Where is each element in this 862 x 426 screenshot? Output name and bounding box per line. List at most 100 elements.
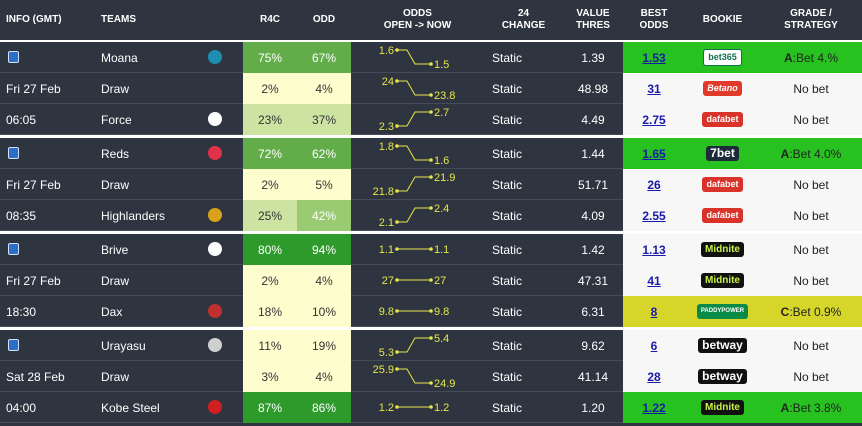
odds-now: 1.1 [434, 244, 449, 256]
team-name: Draw [101, 81, 130, 96]
odd-cell: 37% [297, 104, 351, 135]
sparkline-dot [395, 144, 399, 148]
change-cell: Static [492, 273, 523, 288]
odds-sparkline: 9.8 9.8 [379, 306, 450, 318]
best-odds-cell: 31 [623, 73, 685, 104]
odds-sparkline: 2.1 2.4 [379, 203, 450, 229]
change-cell: Static [492, 304, 523, 319]
value-cell: 48.98 [577, 81, 609, 96]
team-logo [208, 400, 222, 414]
best-odds-link[interactable]: 41 [647, 273, 661, 288]
bookie-logo: Midnite [701, 400, 744, 415]
bookie-logo: Midnite [701, 242, 744, 257]
odds-open: 24 [382, 76, 394, 88]
change-cell: Static [492, 208, 523, 223]
team-name: Brive [101, 242, 129, 257]
odds-open: 2.1 [379, 217, 394, 229]
grade-text: :Bet 3.8% [789, 400, 842, 415]
grade-text: :Bet 4.0% [789, 146, 842, 161]
odds-sparkline: 25.9 24.9 [373, 364, 456, 390]
bookie-cell: betway [685, 361, 760, 392]
odds-open: 2.3 [379, 121, 394, 133]
odd-cell: 42% [297, 200, 351, 231]
odds-sparkline: 24 23.8 [382, 76, 456, 102]
row [0, 265, 862, 296]
team-name: Draw [101, 369, 130, 384]
sparkline-dot [395, 79, 399, 83]
team-name: Kobe Steel [101, 400, 160, 415]
best-odds-cell: 41 [623, 265, 685, 296]
bookie-logo: Betano [703, 81, 742, 96]
group-divider [0, 231, 862, 234]
odds-open: 21.8 [373, 186, 394, 198]
best-odds-link[interactable]: 2.55 [642, 208, 666, 223]
odd-cell: 94% [297, 234, 351, 265]
team-logo [208, 50, 222, 64]
bookie-logo: Midnite [701, 273, 744, 288]
best-odds-link[interactable]: 31 [647, 81, 661, 96]
odd-cell: 67% [297, 42, 351, 73]
row [0, 330, 862, 361]
bookie-cell: dafabet [685, 169, 760, 200]
r4c-cell: 18% [243, 296, 297, 327]
best-odds-link[interactable]: 1.13 [642, 242, 666, 257]
value-cell: 6.31 [581, 304, 605, 319]
column-header: INFO (GMT) [6, 14, 62, 25]
grade-cell: No bet [760, 234, 862, 265]
odds-sparkline: 5.3 5.4 [379, 333, 450, 359]
bookie-logo: bet365 [703, 49, 742, 66]
group-divider [0, 327, 862, 330]
odds-open: 5.3 [379, 347, 394, 359]
r4c-cell: 2% [243, 169, 297, 200]
odd-cell: 62% [297, 138, 351, 169]
best-odds-cell: 1.65 [623, 138, 685, 169]
team-logo [208, 112, 222, 126]
odd-cell: 4% [297, 265, 351, 296]
value-cell: 1.44 [581, 146, 605, 161]
grade-text: No bet [793, 81, 829, 96]
row [0, 234, 862, 265]
grade-cell: No bet [760, 104, 862, 135]
grade-letter: A [780, 146, 790, 161]
change-cell: Static [492, 242, 523, 257]
best-odds-link[interactable]: 1.53 [642, 50, 666, 65]
best-odds-link[interactable]: 8 [650, 304, 658, 319]
match-time: 08:35 [6, 208, 37, 223]
sparkline-dot [429, 247, 433, 251]
odd-cell: 86% [297, 392, 351, 423]
grade-cell: No bet [760, 265, 862, 296]
team-name: Moana [101, 50, 138, 65]
grade-cell: No bet [760, 361, 862, 392]
best-odds-link[interactable]: 1.22 [642, 400, 666, 415]
bookie-cell: dafabet [685, 104, 760, 135]
odds-sparkline: 1.8 1.6 [379, 141, 450, 167]
value-cell: 51.71 [577, 177, 609, 192]
team-name: Urayasu [101, 338, 146, 353]
best-odds-link[interactable]: 2.75 [642, 112, 666, 127]
grade-text: No bet [793, 177, 829, 192]
grade-cell: A:Bet 4.% [760, 42, 862, 73]
odds-now: 27 [434, 275, 446, 287]
odds-now: 1.6 [434, 155, 449, 167]
column-header: BEST ODDS [639, 8, 669, 31]
best-odds-link[interactable]: 26 [647, 177, 661, 192]
odds-open: 1.1 [379, 244, 394, 256]
match-time: 06:05 [6, 112, 37, 127]
r4c-cell: 2% [243, 73, 297, 104]
match-date: Sat 28 Feb [6, 369, 65, 384]
row [0, 169, 862, 200]
odd-cell: 19% [297, 330, 351, 361]
sparkline-path [397, 368, 431, 384]
odds-now: 23.8 [434, 90, 455, 102]
r4c-cell: 72% [243, 138, 297, 169]
change-cell: Static [492, 400, 523, 415]
value-cell: 4.09 [581, 208, 605, 223]
column-header: VALUE THRES [576, 8, 610, 31]
row [0, 392, 862, 423]
best-odds-link[interactable]: 28 [647, 369, 661, 384]
column-header: BOOKIE [702, 14, 743, 25]
best-odds-link[interactable]: 1.65 [642, 146, 666, 161]
sparkline-dot [395, 48, 399, 52]
best-odds-link[interactable]: 6 [650, 338, 658, 353]
value-cell: 9.62 [581, 338, 605, 353]
